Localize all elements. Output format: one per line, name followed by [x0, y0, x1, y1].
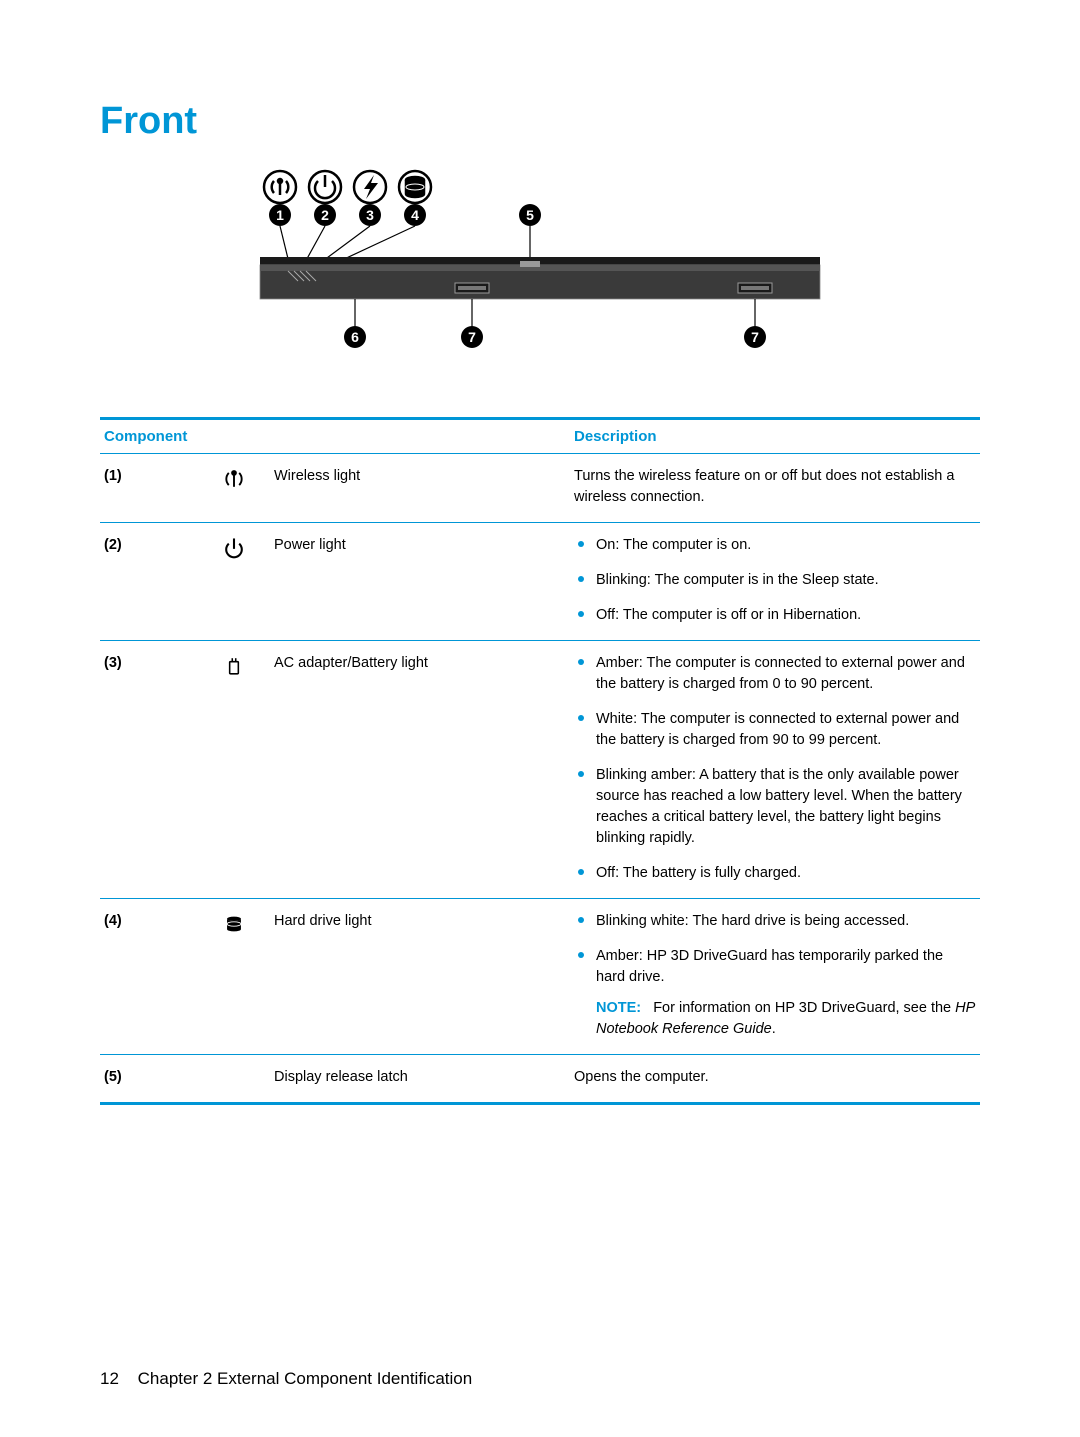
svg-text:6: 6 [351, 329, 359, 345]
svg-text:1: 1 [276, 207, 284, 223]
component-name: Display release latch [274, 1067, 574, 1088]
page-footer: 12 Chapter 2 External Component Identifi… [100, 1369, 472, 1389]
table-row: (2) Power light On: The computer is on. … [100, 523, 980, 641]
svg-text:4: 4 [411, 207, 419, 223]
hard-drive-icon [194, 911, 274, 1040]
row-num: (2) [104, 535, 194, 626]
front-diagram: 1 2 3 4 5 [240, 167, 840, 387]
note-label: NOTE: [596, 1000, 641, 1016]
svg-text:3: 3 [366, 207, 374, 223]
row-num: (4) [104, 911, 194, 1040]
desc-bullet: White: The computer is connected to exte… [574, 709, 976, 751]
component-name: Power light [274, 535, 574, 626]
desc-bullet: Amber: The computer is connected to exte… [574, 653, 976, 695]
power-icon [194, 535, 274, 626]
component-name: AC adapter/Battery light [274, 653, 574, 884]
component-name: Hard drive light [274, 911, 574, 1040]
empty-icon [194, 1067, 274, 1088]
table-row: (1) Wireless light Turns the wireless fe… [100, 454, 980, 523]
desc-bullet: Blinking amber: A battery that is the on… [574, 765, 976, 849]
table-row: (3) AC adapter/Battery light Amber: The … [100, 641, 980, 899]
diagram-container: 1 2 3 4 5 [100, 167, 980, 387]
page-title: Front [100, 100, 980, 143]
header-description: Description [574, 428, 976, 445]
page-number: 12 [100, 1369, 119, 1388]
note-block: NOTE: For information on HP 3D DriveGuar… [574, 998, 976, 1040]
svg-text:5: 5 [526, 207, 534, 223]
note-text: For information on HP 3D DriveGuard, see… [653, 1000, 955, 1016]
desc-bullet: On: The computer is on. [574, 535, 976, 556]
desc-bullet: Off: The computer is off or in Hibernati… [574, 605, 976, 626]
desc-bullet: Amber: HP 3D DriveGuard has temporarily … [574, 946, 976, 988]
header-component: Component [104, 428, 404, 445]
svg-text:7: 7 [468, 329, 476, 345]
components-table: Component Description (1) Wireless light… [100, 417, 980, 1105]
chapter-title: Chapter 2 External Component Identificat… [138, 1369, 473, 1388]
svg-text:2: 2 [321, 207, 329, 223]
component-description: Amber: The computer is connected to exte… [574, 653, 976, 884]
component-description: Blinking white: The hard drive is being … [574, 911, 976, 1040]
note-text-after: . [772, 1021, 776, 1037]
desc-bullet: Blinking white: The hard drive is being … [574, 911, 976, 932]
desc-bullet: Blinking: The computer is in the Sleep s… [574, 570, 976, 591]
component-description: On: The computer is on. Blinking: The co… [574, 535, 976, 626]
component-description: Opens the computer. [574, 1067, 976, 1088]
wireless-icon [194, 466, 274, 508]
desc-bullet: Off: The battery is fully charged. [574, 863, 976, 884]
row-num: (3) [104, 653, 194, 884]
table-header: Component Description [100, 420, 980, 454]
row-num: (5) [104, 1067, 194, 1088]
svg-text:7: 7 [751, 329, 759, 345]
table-row: (4) Hard drive light Blinking white: The… [100, 899, 980, 1055]
battery-icon [194, 653, 274, 884]
row-num: (1) [104, 466, 194, 508]
component-name: Wireless light [274, 466, 574, 508]
component-description: Turns the wireless feature on or off but… [574, 466, 976, 508]
table-row: (5) Display release latch Opens the comp… [100, 1055, 980, 1105]
